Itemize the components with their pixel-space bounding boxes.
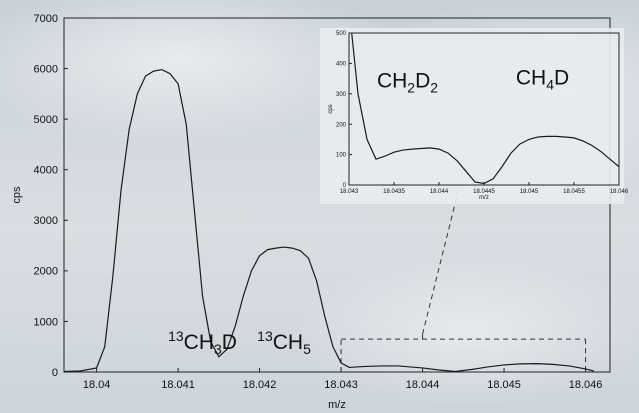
main-y-tick-label: 0	[52, 367, 58, 379]
main-peak-labels: 13CH3D 13CH5	[168, 328, 311, 357]
inset-plot: 18.043 18.0435 18.044 18.0445 18.045 18.0455 1…	[320, 28, 629, 204]
inset-peak-labels: CH2D2 CH4D	[377, 67, 569, 96]
inset-x-axis-label: m/z	[479, 195, 489, 201]
main-peak-label-base: CH	[273, 331, 303, 354]
main-peak-label-base: CH	[184, 331, 214, 354]
inset-x-tick-label: 18.0445	[473, 189, 495, 195]
main-plot: 18.04 18.041 18.042 18.043 18.044 18.045 18.04…	[11, 13, 611, 411]
main-y-axis-label: cps	[11, 186, 23, 204]
main-x-tick-label: 18.046	[569, 379, 603, 391]
inset-peak-label-base: CH	[377, 70, 407, 93]
main-peak-label-tail: D	[222, 331, 237, 354]
inset-x-tick-label: 18.043	[340, 189, 359, 195]
main-x-tick-label: 18.045	[487, 379, 521, 391]
main-x-tick-label: 18.04	[83, 379, 111, 391]
main-peak-label: 13CH3D	[168, 328, 237, 357]
main-peak-label: 13CH5	[257, 328, 311, 357]
inset-series-line	[351, 32, 620, 185]
inset-peak-label: CH4D	[516, 67, 569, 93]
inset-peak-label-tail: D	[554, 67, 569, 90]
main-y-tick-label: 7000	[34, 13, 58, 25]
main-y-tick-label: 3000	[34, 215, 58, 227]
main-y-tick-label: 2000	[34, 266, 58, 278]
main-y-tick-label: 1000	[34, 316, 58, 328]
inset-y-tick-label: 200	[336, 122, 347, 128]
inset-y-axis-label: cps	[328, 104, 334, 113]
inset-peak-label-base: CH	[516, 67, 546, 90]
inset-x-tick-label: 18.0455	[563, 189, 585, 195]
inset-y-tick-label: 0	[343, 183, 347, 189]
inset-tick-group: 18.043 18.0435 18.044 18.0445 18.045 18.0455 1…	[336, 31, 629, 195]
inset-peak-label-sub: 2	[407, 80, 415, 96]
inset-peak-label-tail: D	[415, 70, 430, 93]
main-tick-group: 18.04 18.041 18.042 18.043 18.044 18.045 18.04…	[34, 13, 603, 391]
main-peak-label-sup: 13	[168, 328, 184, 344]
main-peak-label-sub: 3	[214, 341, 222, 357]
inset-peak-label-sub: 4	[546, 77, 554, 93]
main-x-tick-label: 18.042	[243, 379, 277, 391]
zoom-callout-line	[422, 191, 459, 335]
main-peak-label-sup: 13	[257, 328, 273, 344]
main-peak-label-sub: 5	[303, 341, 311, 357]
main-x-tick-label: 18.043	[324, 379, 358, 391]
inset-y-tick-label: 500	[336, 31, 347, 37]
inset-x-tick-label: 18.046	[610, 189, 629, 195]
inset-peak-label: CH2D2	[377, 70, 438, 96]
inset-peak-label-sub2: 2	[430, 80, 438, 96]
main-x-tick-label: 18.041	[161, 379, 195, 391]
main-x-axis-label: m/z	[328, 399, 346, 411]
main-y-tick-label: 6000	[34, 63, 58, 75]
inset-y-tick-label: 300	[336, 92, 347, 98]
main-x-tick-label: 18.044	[406, 379, 440, 391]
inset-x-tick-label: 18.0435	[383, 189, 405, 195]
inset-y-tick-label: 100	[336, 153, 347, 159]
inset-x-tick-label: 18.044	[430, 189, 449, 195]
inset-y-tick-label: 400	[336, 62, 347, 68]
zoom-callout	[340, 191, 587, 372]
inset-x-tick-label: 18.045	[520, 189, 539, 195]
main-y-tick-label: 5000	[34, 114, 58, 126]
inset-background	[320, 28, 624, 204]
main-series-line	[63, 68, 594, 373]
main-y-tick-label: 4000	[34, 165, 58, 177]
